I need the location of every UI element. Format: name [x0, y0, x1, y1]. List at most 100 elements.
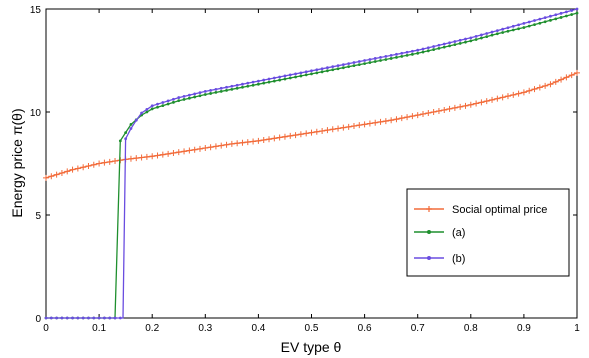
series-marker [181, 148, 188, 155]
series-marker [446, 105, 453, 112]
series-marker [559, 11, 563, 15]
series-marker [331, 65, 335, 69]
series-marker [156, 105, 159, 109]
series-marker [522, 22, 526, 25]
series-marker [278, 78, 282, 82]
series-marker [133, 155, 140, 162]
series-marker [458, 38, 462, 42]
series-marker [409, 113, 416, 120]
series-marker [331, 68, 335, 72]
series-marker [315, 68, 319, 72]
series-marker [426, 49, 430, 53]
series-marker [345, 123, 352, 130]
series-marker [165, 150, 172, 157]
x-tick-label: 0.6 [358, 323, 372, 334]
series-marker [458, 42, 462, 45]
series-marker [219, 90, 223, 93]
series-marker [336, 64, 340, 68]
series-marker [299, 71, 303, 75]
series-marker [554, 17, 558, 21]
y-tick-label: 5 [35, 211, 41, 222]
series-marker [202, 145, 209, 152]
series-marker [230, 84, 234, 88]
series-marker [341, 63, 345, 67]
series-marker [389, 57, 393, 60]
series-marker [531, 86, 538, 93]
series-marker [234, 140, 241, 147]
series-marker [416, 51, 420, 55]
series-marker [218, 142, 225, 149]
series-marker [308, 129, 315, 136]
series-marker [272, 76, 276, 80]
series-marker [113, 316, 117, 320]
legend: Social optimal price (a) (b) [406, 188, 570, 277]
series-marker [235, 83, 239, 87]
series-marker [515, 90, 522, 97]
series-marker [426, 46, 430, 50]
series-marker [267, 80, 271, 84]
series-marker [559, 16, 563, 19]
series-marker [363, 62, 366, 65]
series-marker [379, 56, 382, 59]
legend-marker [427, 230, 431, 234]
legend-marker [426, 206, 432, 212]
series-marker [549, 14, 552, 18]
series-marker [251, 83, 255, 87]
series-marker [400, 54, 404, 58]
series-marker [504, 93, 511, 100]
series-marker [425, 110, 432, 117]
series-marker [170, 149, 177, 156]
series-marker [506, 26, 510, 30]
series-marker [536, 84, 543, 91]
series-marker [101, 159, 108, 166]
series-marker [214, 87, 218, 91]
series-marker [145, 108, 149, 111]
series-marker [228, 140, 235, 147]
series-marker [80, 164, 87, 171]
series-marker [347, 65, 351, 69]
series-marker [372, 119, 379, 126]
y-tick-label: 15 [30, 5, 42, 16]
series-marker [112, 158, 119, 165]
series-marker [193, 95, 197, 99]
series-marker [547, 81, 554, 88]
x-tick-label: 0 [43, 323, 49, 334]
series-marker [304, 70, 308, 74]
series-marker [326, 69, 329, 73]
x-tick-label: 0.1 [92, 323, 106, 334]
series-marker [485, 32, 489, 35]
series-marker [538, 21, 542, 25]
series-marker [166, 102, 170, 106]
x-axis-label: EV type θ [281, 339, 342, 355]
series-marker [575, 7, 579, 11]
series-marker [469, 39, 473, 43]
series-marker [368, 61, 372, 64]
series-marker [288, 73, 292, 77]
series-marker [304, 73, 308, 77]
series-marker [363, 59, 366, 62]
series-marker [395, 52, 398, 56]
series-marker [336, 67, 340, 71]
series-marker [350, 123, 357, 130]
series-marker [71, 316, 74, 320]
series-marker [341, 66, 345, 70]
series-marker [501, 31, 505, 34]
series-marker [150, 107, 154, 111]
x-tick-label: 0.5 [305, 323, 319, 334]
series-marker [43, 174, 49, 181]
series-marker [538, 17, 542, 21]
series-marker [223, 141, 230, 148]
series-marker [294, 75, 297, 79]
series-marker [260, 137, 267, 144]
series-marker [448, 44, 451, 48]
series-marker [74, 165, 81, 172]
series-marker [182, 94, 186, 98]
series-marker [156, 102, 159, 106]
x-tick-label: 0.2 [145, 323, 159, 334]
series-marker [382, 118, 389, 125]
series-marker [480, 33, 483, 37]
series-marker [453, 43, 457, 47]
series-marker [421, 50, 425, 54]
series-marker [278, 75, 282, 79]
series-marker [527, 20, 531, 24]
